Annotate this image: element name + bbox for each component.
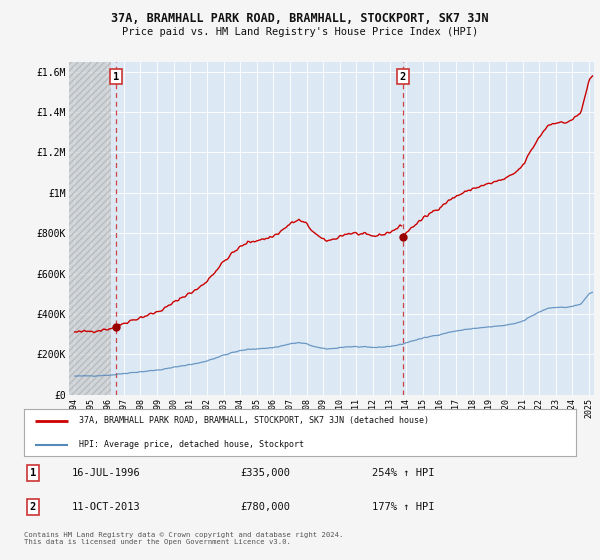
Text: 16-JUL-1996: 16-JUL-1996 [72, 468, 141, 478]
Bar [69, 62, 110, 395]
Text: 177% ↑ HPI: 177% ↑ HPI [372, 502, 434, 512]
Text: Price paid vs. HM Land Registry's House Price Index (HPI): Price paid vs. HM Land Registry's House … [122, 27, 478, 37]
Text: Contains HM Land Registry data © Crown copyright and database right 2024.
This d: Contains HM Land Registry data © Crown c… [24, 532, 343, 545]
Text: 1: 1 [30, 468, 36, 478]
Text: 37A, BRAMHALL PARK ROAD, BRAMHALL, STOCKPORT, SK7 3JN: 37A, BRAMHALL PARK ROAD, BRAMHALL, STOCK… [111, 12, 489, 25]
Text: 37A, BRAMHALL PARK ROAD, BRAMHALL, STOCKPORT, SK7 3JN (detached house): 37A, BRAMHALL PARK ROAD, BRAMHALL, STOCK… [79, 416, 429, 425]
Text: £335,000: £335,000 [240, 468, 290, 478]
Text: HPI: Average price, detached house, Stockport: HPI: Average price, detached house, Stoc… [79, 440, 304, 449]
Text: 11-OCT-2013: 11-OCT-2013 [72, 502, 141, 512]
Text: 254% ↑ HPI: 254% ↑ HPI [372, 468, 434, 478]
Text: 1: 1 [113, 72, 119, 82]
Text: 2: 2 [400, 72, 406, 82]
Text: £780,000: £780,000 [240, 502, 290, 512]
Text: 2: 2 [30, 502, 36, 512]
